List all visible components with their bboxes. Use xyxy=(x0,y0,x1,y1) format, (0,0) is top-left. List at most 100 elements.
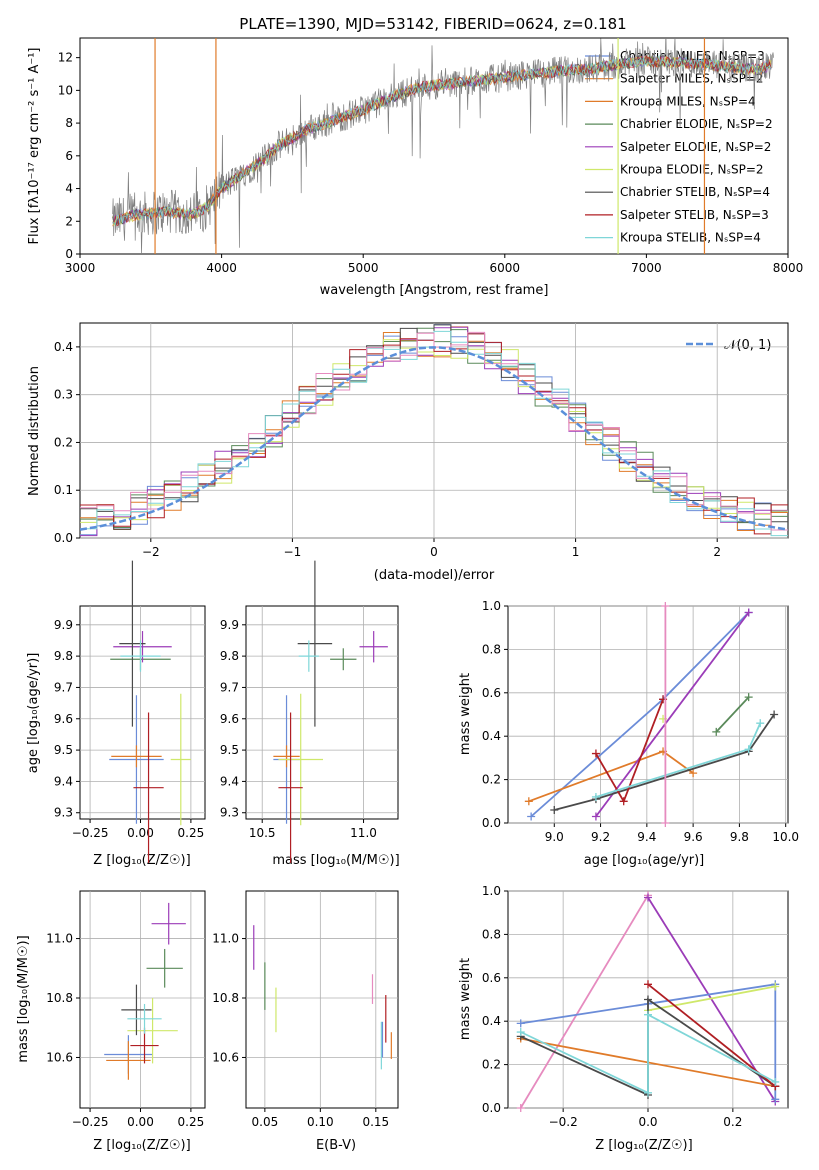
residual-ytick-label: 0.3 xyxy=(54,388,73,402)
mass-z-xtick-label: 0.25 xyxy=(178,1115,205,1129)
mass-z-axes: −0.25 0.00 0.25 10.6 10.8 11.0 xyxy=(46,890,206,1129)
age-z-xtick-label: 0.00 xyxy=(127,826,154,840)
normal-curve xyxy=(80,346,788,531)
weight-age-marker-6-0 xyxy=(591,749,600,758)
spectrum-ytick-label: 0 xyxy=(65,247,73,261)
chart-title: PLATE=1390, MJD=53142, FIBERID=0624, z=0… xyxy=(239,15,626,33)
legend-label-1: Salpeter MILES, NₛSP=2 xyxy=(620,72,764,86)
weight-age-line-7 xyxy=(595,722,762,798)
spectrum-lines xyxy=(112,38,774,254)
weight-z-line-2 xyxy=(520,983,777,1100)
normal-legend-label: 𝒩(0, 1) xyxy=(724,338,771,353)
weight-z-marker-7-2 xyxy=(644,1010,652,1019)
weight-z-ytick-label: 0.6 xyxy=(482,971,501,985)
mass-z-ytick-label: 10.8 xyxy=(46,991,73,1005)
weight-z-marker-5-2 xyxy=(644,995,652,1004)
age-mass-frame xyxy=(245,605,399,820)
spectrum-ytick-label: 6 xyxy=(65,149,73,163)
weight-z-line-1 xyxy=(647,897,777,1102)
weight-age-ytick-label: 0.8 xyxy=(482,642,501,656)
residual-axes: −2 −1 0 1 2 0.0 0.1 0.2 0.3 0.4 xyxy=(54,323,788,559)
weight-z-marker-1-0 xyxy=(644,893,652,902)
mass-z-ylabel: mass [log₁₀(M/M☉)] xyxy=(16,935,31,1062)
age-z-ytick-label: 9.5 xyxy=(54,743,73,757)
legend-label-3: Chabrier ELODIE, NₛSP=2 xyxy=(620,117,773,131)
weight-z-ytick-label: 0.8 xyxy=(482,927,501,941)
mass-vs-ebv-panel: E(B-V) xyxy=(316,1138,356,1153)
mass-z-frame xyxy=(79,890,206,1109)
age-mass-xlabel: mass [log₁₀(M/M☉)] xyxy=(272,853,399,868)
age-z-xtick-label: 0.25 xyxy=(178,826,205,840)
weight-age-marker-8-0 xyxy=(661,819,670,827)
spectrum-xtick-label: 4000 xyxy=(206,261,237,275)
age-mass-xtick-label: 10.5 xyxy=(249,826,276,840)
weight-age-ylabel: mass weight xyxy=(458,673,473,755)
mass-ebv-points xyxy=(253,925,392,1070)
weight-age-marker-8-1 xyxy=(661,602,670,610)
mass-z-ytick-label: 10.6 xyxy=(46,1050,73,1064)
weight-z-ytick-label: 0.0 xyxy=(482,1101,501,1115)
spectrum-axes: 3000 4000 5000 6000 7000 8000 0 2 4 6 8 10 12 xyxy=(58,51,804,275)
weight-z-line-4 xyxy=(647,985,776,1012)
model-spectrum-8 xyxy=(112,54,772,226)
weight-z-ytick-label: 0.4 xyxy=(482,1014,501,1028)
weight-age-series xyxy=(524,602,779,827)
weight-z-xtick-label: 0.2 xyxy=(723,1115,742,1129)
weight-age-xtick-label: 9.8 xyxy=(730,830,749,844)
weight-age-marker-3-1 xyxy=(744,608,753,617)
legend-label-6: Chabrier STELIB, NₛSP=4 xyxy=(620,185,770,199)
residual-ytick-label: 0.1 xyxy=(54,483,73,497)
weight-age-frame xyxy=(507,605,789,824)
age-mass-ytick-label: 9.9 xyxy=(220,618,239,632)
weight-z-marker-7-1 xyxy=(644,1088,652,1097)
weight-age-xtick-label: 9.6 xyxy=(684,830,703,844)
weight-vs-z-panel: Z [log₁₀(Z/Z☉)] mass weight xyxy=(458,958,693,1153)
residual-ytick-label: 0.2 xyxy=(54,435,73,449)
mass-ebv-xtick-label: 0.15 xyxy=(362,1115,389,1129)
age-z-ylabel: age [log₁₀(age/yr)] xyxy=(26,653,41,774)
spectrum-ytick-label: 8 xyxy=(65,116,73,130)
spectrum-xtick-label: 6000 xyxy=(490,261,521,275)
weight-age-ytick-label: 0.6 xyxy=(482,686,501,700)
mass-z-ytick-label: 11.0 xyxy=(46,932,73,946)
residual-legend: 𝒩(0, 1) xyxy=(686,338,771,353)
weight-z-ytick-label: 0.2 xyxy=(482,1058,501,1072)
weight-age-marker-2-1 xyxy=(744,693,753,702)
legend-label-7: Salpeter STELIB, NₛSP=3 xyxy=(620,208,769,222)
mass-ebv-frame xyxy=(245,890,399,1109)
weight-z-marker-6-0 xyxy=(644,980,652,989)
weight-age-xtick-label: 10.0 xyxy=(772,830,799,844)
legend-label-2: Kroupa MILES, NₛSP=4 xyxy=(620,94,756,108)
spectrum-ytick-label: 10 xyxy=(58,83,73,97)
mass-ebv-axes: 0.05 0.10 0.15 10.6 10.8 11.0 xyxy=(212,890,399,1129)
age-mass-ytick-label: 9.6 xyxy=(220,712,239,726)
residual-ytick-label: 0.4 xyxy=(54,340,73,354)
age-z-axes: −0.25 0.00 0.25 9.3 9.4 9.5 9.6 9.7 9.8 9.9 xyxy=(54,605,206,840)
age-z-frame xyxy=(79,605,206,820)
age-mass-ytick-label: 9.5 xyxy=(220,743,239,757)
model-spectrum-7 xyxy=(112,54,772,227)
weight-z-series xyxy=(516,891,780,1112)
age-z-points xyxy=(109,560,191,863)
spectrum-ytick-label: 12 xyxy=(58,51,73,65)
mass-vs-z-panel: Z [log₁₀(Z/Z☉)] mass [log₁₀(M/M☉)] xyxy=(16,935,191,1153)
mass-ebv-xtick-label: 0.10 xyxy=(307,1115,334,1129)
age-z-ytick-label: 9.3 xyxy=(54,806,73,820)
weight-z-marker-7-0 xyxy=(516,1028,525,1037)
age-z-ytick-label: 9.9 xyxy=(54,618,73,632)
weight-age-line-2 xyxy=(715,696,750,733)
weight-age-line-5 xyxy=(554,713,775,811)
legend-label-4: Salpeter ELODIE, NₛSP=2 xyxy=(620,140,771,154)
spectrum-ytick-label: 4 xyxy=(65,182,73,196)
age-mass-ytick-label: 9.7 xyxy=(220,680,239,694)
age-mass-ytick-label: 9.8 xyxy=(220,649,239,663)
residual-ylabel: Normed distribution xyxy=(27,366,42,496)
age-z-ytick-label: 9.7 xyxy=(54,680,73,694)
weight-age-line-3 xyxy=(595,611,750,818)
age-z-xlabel: Z [log₁₀(Z/Z☉)] xyxy=(93,853,190,868)
weight-z-ytick-label: 1.0 xyxy=(482,884,501,898)
age-z-ytick-label: 9.4 xyxy=(54,774,73,788)
residual-hist-8 xyxy=(80,331,788,531)
weight-z-marker-7-3 xyxy=(771,1077,780,1086)
